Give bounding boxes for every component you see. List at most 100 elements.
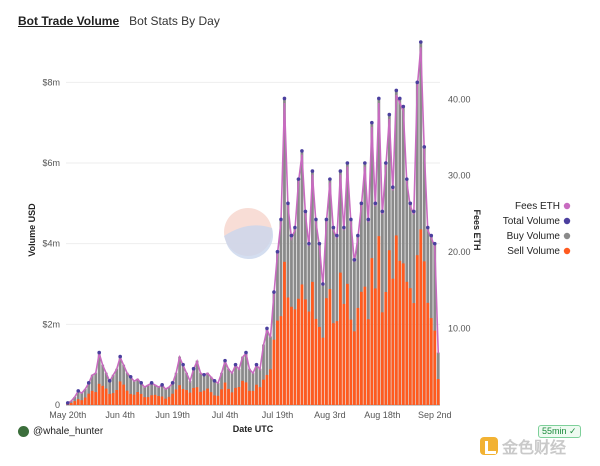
sell-volume-bar (290, 306, 293, 405)
total-volume-point (363, 161, 367, 165)
total-volume-point (328, 177, 332, 181)
buy-volume-bar (129, 376, 133, 405)
sell-volume-bar (283, 261, 286, 405)
buy-volume-bar (118, 356, 122, 405)
sell-volume-bar (401, 263, 405, 405)
legend: Fees ETH Total Volume Buy Volume Sell Volum… (503, 201, 571, 257)
legend-swatch (563, 202, 571, 210)
legend-swatch (563, 247, 571, 255)
sell-volume-bar (328, 289, 332, 405)
sell-volume-bar (129, 393, 133, 405)
total-volume-point (401, 104, 406, 109)
total-volume-point (160, 383, 164, 387)
buy-volume-bar (209, 376, 213, 405)
buy-volume-bar (262, 344, 265, 405)
sell-volume-bar (307, 311, 311, 405)
buy-volume-bar (174, 372, 178, 405)
sell-volume-bar (104, 388, 108, 405)
sell-volume-bar (122, 384, 126, 405)
sell-volume-bar (272, 339, 276, 405)
sell-volume-bar (209, 392, 213, 405)
sell-volume-bar (244, 382, 248, 405)
sell-volume-bar (216, 395, 220, 405)
total-volume-point (391, 185, 395, 189)
total-volume-point (107, 379, 112, 383)
buy-volume-bar (167, 386, 171, 405)
tab-bot-trade-volume[interactable]: Bot Trade Volume (18, 14, 120, 28)
y2-axis-title: Fees ETH (472, 209, 482, 250)
total-volume-point (394, 88, 399, 93)
total-volume-point (314, 217, 318, 222)
y-tick-label: $4m (42, 239, 60, 249)
buy-volume-bar (143, 386, 147, 405)
y2-tick-label: 20.00 (448, 247, 471, 257)
total-volume-point (377, 96, 381, 101)
sell-volume-bar (73, 401, 77, 405)
total-volume-point (254, 362, 259, 367)
series-lines (65, 40, 440, 405)
sell-volume-bar (111, 393, 115, 405)
sell-volume-bar (426, 302, 430, 405)
buy-volume-bar (265, 328, 269, 405)
y-axis-title: Volume USD (27, 203, 37, 257)
sell-volume-bar (69, 402, 73, 405)
y2-tick-label: 30.00 (448, 171, 471, 181)
sell-volume-bar (220, 389, 223, 405)
sell-volume-bar (178, 385, 181, 405)
refresh-age-badge: 55min ✓ (538, 425, 581, 438)
sell-volume-bar (338, 272, 342, 405)
buy-volume-bar (164, 388, 168, 405)
legend-label: Buy Volume (507, 231, 561, 242)
total-volume-point (398, 96, 402, 101)
total-volume-point (321, 282, 325, 286)
sell-volume-bar (321, 337, 325, 405)
buy-volume-bar (318, 243, 321, 405)
buy-volume-bar (73, 396, 77, 405)
sell-volume-bar (276, 320, 279, 405)
y-tick-label: $6m (42, 158, 60, 168)
y-tick-label: 0 (55, 400, 60, 410)
sell-volume-bar (387, 250, 391, 405)
avatar (18, 426, 29, 437)
total-volume-point (286, 201, 290, 206)
dune-watermark-logo (224, 208, 274, 260)
author[interactable]: @whale_hunter (18, 426, 103, 437)
buy-volume-bar (300, 150, 304, 405)
check-icon: ✓ (569, 426, 577, 436)
buy-volume-bar (279, 219, 283, 405)
sell-volume-bar (345, 283, 349, 405)
sell-volume-bar (422, 261, 426, 405)
sell-volume-bar (251, 390, 255, 405)
total-volume-point (97, 350, 102, 355)
total-volume-point (411, 209, 416, 214)
buy-volume-bar (90, 374, 94, 405)
total-volume-point (425, 225, 430, 230)
buy-volume-bar (230, 372, 234, 405)
sell-volume-bar (153, 394, 157, 405)
sell-volume-bar (384, 291, 388, 405)
total-volume-point (384, 161, 388, 165)
total-volume-point (422, 145, 427, 149)
buy-volume-bar (419, 42, 423, 405)
total-volume-point (432, 241, 437, 246)
total-volume-point (118, 354, 122, 359)
sell-volume-bar (318, 326, 321, 405)
legend-swatch (563, 232, 571, 240)
author-handle: @whale_hunter (33, 426, 104, 437)
site-watermark: 金色财经 (480, 434, 566, 458)
total-volume-point (76, 389, 81, 393)
sell-volume-bar (377, 236, 381, 405)
buy-volume-bar (335, 235, 339, 405)
sell-volume-bar (87, 393, 91, 405)
total-volume-point (296, 177, 301, 181)
sell-volume-bar (199, 391, 202, 405)
total-volume-point (418, 40, 423, 44)
total-volume-point (310, 169, 315, 173)
sell-volume-bar (195, 387, 199, 405)
sell-volume-bar (143, 397, 147, 405)
y2-tick-label: 10.00 (448, 324, 471, 334)
sell-volume-bar (262, 379, 265, 405)
sell-volume-bar (325, 298, 328, 405)
sell-volume-bar (223, 382, 227, 405)
tab-bot-stats-by-day[interactable]: Bot Stats By Day (129, 14, 220, 28)
